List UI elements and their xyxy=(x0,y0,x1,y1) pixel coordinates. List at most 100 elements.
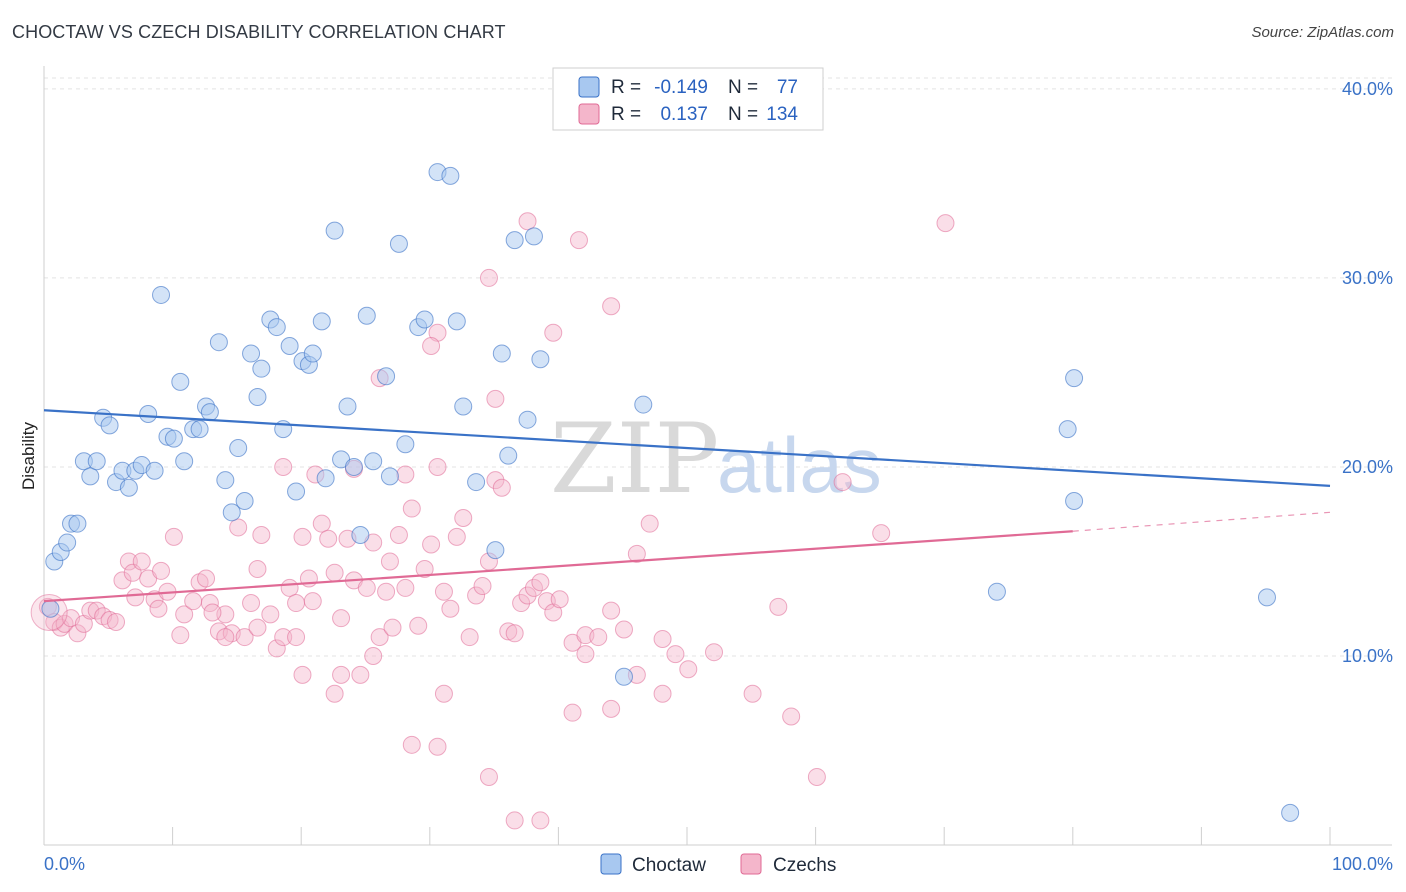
czechs-point xyxy=(422,535,441,554)
czechs-point xyxy=(100,611,119,630)
choctaw-point xyxy=(81,467,100,486)
czechs-point xyxy=(312,514,331,533)
czechs-point xyxy=(544,323,563,342)
czechs-point xyxy=(287,594,306,613)
choctaw-point xyxy=(87,452,106,471)
czechs-point xyxy=(396,578,415,597)
czechs-point xyxy=(107,612,126,631)
czechs-point xyxy=(293,527,312,546)
trend-lines xyxy=(43,409,1331,603)
czechs-point xyxy=(428,323,447,342)
watermark: ZIP atlas xyxy=(550,403,882,515)
choctaw-point xyxy=(364,452,383,471)
czechs-point xyxy=(434,582,453,601)
czechs-point xyxy=(563,703,582,722)
choctaw-point xyxy=(505,231,524,250)
choctaw-point xyxy=(351,526,370,544)
choctaw-point xyxy=(344,457,363,476)
choctaw-point xyxy=(287,482,306,501)
stats-legend-swatch-czechs xyxy=(578,103,600,125)
choctaw-point xyxy=(190,420,209,439)
czechs-point xyxy=(441,599,460,618)
czechs-point xyxy=(486,389,505,408)
czechs-point xyxy=(119,552,138,571)
czechs-point xyxy=(640,514,659,533)
czechs-point xyxy=(872,524,891,543)
choctaw-point xyxy=(145,461,164,480)
chart-title: CHOCTAW VS CZECH DISABILITY CORRELATION … xyxy=(12,22,506,42)
czechs-point xyxy=(666,645,685,664)
legend-label-czechs: Czechs xyxy=(773,855,836,876)
czechs-point xyxy=(229,518,248,537)
stats-r-value: -0.149 xyxy=(654,77,708,98)
y-tick-label: 10.0% xyxy=(1342,646,1393,666)
choctaw-point xyxy=(280,336,299,355)
czechs-trend-line xyxy=(43,530,1073,603)
choctaw-trend-line xyxy=(43,409,1331,487)
czechs-point xyxy=(550,590,569,609)
choctaw-point xyxy=(119,478,138,497)
stats-r-label: R = xyxy=(611,77,641,98)
czechs-point xyxy=(113,571,132,590)
czechs-point xyxy=(248,618,267,637)
czechs-point xyxy=(216,628,235,647)
czechs-point xyxy=(569,231,588,250)
czechs-point xyxy=(544,603,563,622)
czechs-point xyxy=(149,599,168,618)
choctaw-point xyxy=(252,359,271,378)
czechs-point xyxy=(280,578,299,597)
czechs-point xyxy=(164,527,183,546)
czechs-point xyxy=(486,471,505,490)
legend-swatch-choctaw xyxy=(600,853,622,875)
choctaw-point xyxy=(100,416,119,435)
czechs-point xyxy=(252,526,271,544)
choctaw-point xyxy=(216,471,235,490)
stats-n-value: 77 xyxy=(777,77,798,98)
czechs-point xyxy=(261,605,280,624)
czechs-point xyxy=(705,643,724,662)
stats-legend-swatch-choctaw xyxy=(578,76,600,98)
x-tick-labels: 0.0% 100.0% xyxy=(44,854,1393,874)
czechs-point xyxy=(518,212,537,231)
choctaw-point xyxy=(1257,588,1276,607)
czechs-point xyxy=(370,628,389,647)
choctaw-point xyxy=(454,397,473,416)
czechs-points xyxy=(30,212,955,830)
choctaw-point xyxy=(58,533,77,552)
choctaw-point xyxy=(357,306,376,325)
czechs-point xyxy=(492,478,511,497)
y-tick-label: 30.0% xyxy=(1342,268,1393,288)
choctaw-point xyxy=(338,397,357,416)
czechs-point xyxy=(332,665,351,684)
stats-legend: R = -0.149 N = 77 R = 0.137 N = 134 xyxy=(552,67,824,131)
choctaw-point xyxy=(518,410,537,429)
czechs-point xyxy=(428,737,447,756)
choctaw-point xyxy=(524,227,543,246)
czechs-point xyxy=(614,620,633,639)
czechs-point xyxy=(447,527,466,546)
czechs-point xyxy=(126,588,145,607)
czechs-point xyxy=(152,561,171,580)
choctaw-point xyxy=(222,503,241,522)
czechs-point xyxy=(274,457,293,476)
czechs-point xyxy=(505,624,524,643)
choctaw-point xyxy=(139,405,158,424)
czechs-trend-extension xyxy=(1072,511,1331,532)
czechs-point xyxy=(602,297,621,316)
choctaw-point xyxy=(303,344,322,363)
czechs-point xyxy=(807,767,826,786)
czechs-point xyxy=(68,624,87,643)
choctaw-point xyxy=(325,221,344,240)
czechs-point xyxy=(175,605,194,624)
czechs-point xyxy=(589,628,608,647)
choctaw-point xyxy=(164,429,183,448)
choctaw-point xyxy=(235,491,254,510)
choctaw-point xyxy=(316,469,335,488)
czechs-point xyxy=(769,597,788,616)
czechs-point xyxy=(467,586,486,605)
czechs-point xyxy=(434,684,453,703)
czechs-point xyxy=(518,586,537,605)
watermark-zip: ZIP xyxy=(550,403,719,515)
czechs-point xyxy=(74,614,93,633)
